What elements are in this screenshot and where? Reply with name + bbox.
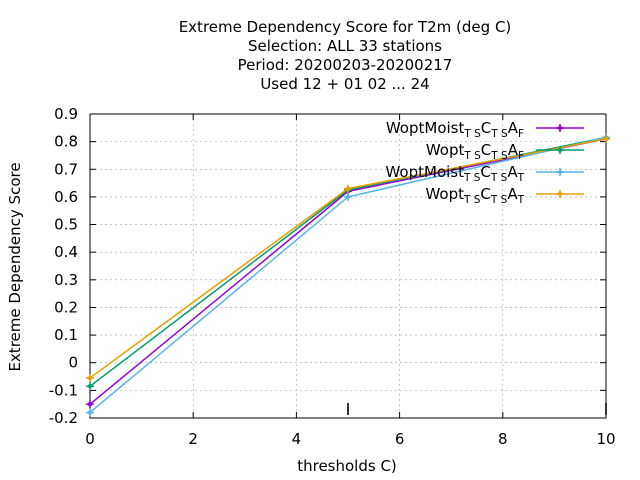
data-point — [86, 373, 94, 382]
data-point — [86, 382, 94, 391]
y-tick-label: -0.2 — [49, 409, 78, 427]
legend-marker — [556, 190, 564, 198]
data-point — [86, 400, 94, 409]
data-point — [344, 192, 352, 201]
y-tick-label: 0.6 — [54, 188, 78, 206]
y-tick-label: 0.8 — [54, 133, 78, 151]
title-line-1: Extreme Dependency Score for T2m (deg C) — [179, 18, 512, 36]
y-tick-label: 0.9 — [54, 105, 78, 123]
grid — [90, 114, 606, 418]
x-tick-label: 10 — [596, 430, 615, 448]
data-point — [602, 134, 610, 143]
legend-entry-2: WoptT SCT SAF — [426, 141, 584, 162]
y-axis: -0.2 -0.1 0 0.1 0.2 0.3 0.4 0.5 0.6 0.7 0.8 0.9 — [49, 105, 606, 427]
series-lines — [86, 133, 610, 417]
data-point — [86, 408, 94, 417]
x-tick-label: 4 — [292, 430, 302, 448]
legend-label: WoptMoistT SCT SAT — [385, 163, 524, 184]
series-1 — [86, 134, 610, 409]
x-axis-label: thresholds C) — [297, 457, 397, 475]
series-line — [89, 136, 607, 414]
legend-marker — [556, 146, 564, 154]
x-tick-label: 0 — [85, 430, 95, 448]
legend-entry-3: WoptMoistT SCT SAT — [385, 163, 584, 184]
y-axis-label: Extreme Dependency Score — [6, 162, 24, 371]
legend-marker — [556, 168, 564, 176]
x-tick-label: 8 — [498, 430, 508, 448]
y-tick-label: 0.3 — [54, 271, 78, 289]
title-line-3: Period: 20200203-20200217 — [238, 56, 453, 74]
chart-title: Extreme Dependency Score for T2m (deg C)… — [179, 18, 512, 93]
title-line-2: Selection: ALL 33 stations — [248, 37, 442, 55]
legend-label: WoptT SCT SAF — [426, 141, 524, 162]
series-line — [89, 138, 607, 379]
x-tick-label: 2 — [188, 430, 198, 448]
data-point — [344, 184, 352, 193]
plot-frame — [89, 113, 607, 419]
x-axis: 0 2 4 6 8 10 — [85, 114, 616, 448]
y-tick-label: -0.1 — [49, 381, 78, 399]
legend-label: WoptT SCT SAT — [425, 185, 524, 206]
series-4 — [86, 134, 610, 382]
y-tick-label: 0.5 — [54, 216, 78, 234]
legend-marker — [556, 124, 564, 132]
y-tick-label: 0.1 — [54, 326, 78, 344]
y-tick-label: 0.4 — [54, 243, 78, 261]
legend-entry-1: WoptMoistT SCT SAF — [386, 119, 584, 140]
threshold-markers — [347, 403, 607, 415]
y-tick-label: 0 — [68, 354, 78, 372]
series-line — [89, 136, 607, 387]
series-3 — [86, 133, 610, 417]
legend-entry-4: WoptT SCT SAT — [425, 185, 584, 206]
y-tick-label: 0.2 — [54, 298, 78, 316]
legend-label: WoptMoistT SCT SAF — [386, 119, 524, 140]
x-tick-label: 6 — [395, 430, 405, 448]
series-2 — [86, 133, 610, 391]
series-line — [89, 138, 607, 405]
y-tick-label: 0.7 — [54, 160, 78, 178]
title-line-4: Used 12 + 01 02 ... 24 — [260, 75, 429, 93]
